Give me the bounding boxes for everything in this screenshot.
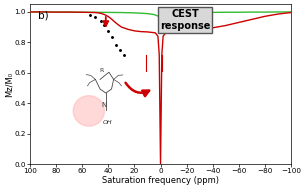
Text: N: N — [102, 102, 107, 108]
Text: b): b) — [38, 11, 49, 21]
Text: CEST
response: CEST response — [160, 9, 210, 31]
Text: OH: OH — [102, 120, 112, 125]
Ellipse shape — [73, 96, 105, 126]
X-axis label: Saturation frequency (ppm): Saturation frequency (ppm) — [102, 176, 219, 185]
Text: R: R — [100, 68, 104, 73]
Y-axis label: Mz/M₀: Mz/M₀ — [4, 72, 13, 97]
